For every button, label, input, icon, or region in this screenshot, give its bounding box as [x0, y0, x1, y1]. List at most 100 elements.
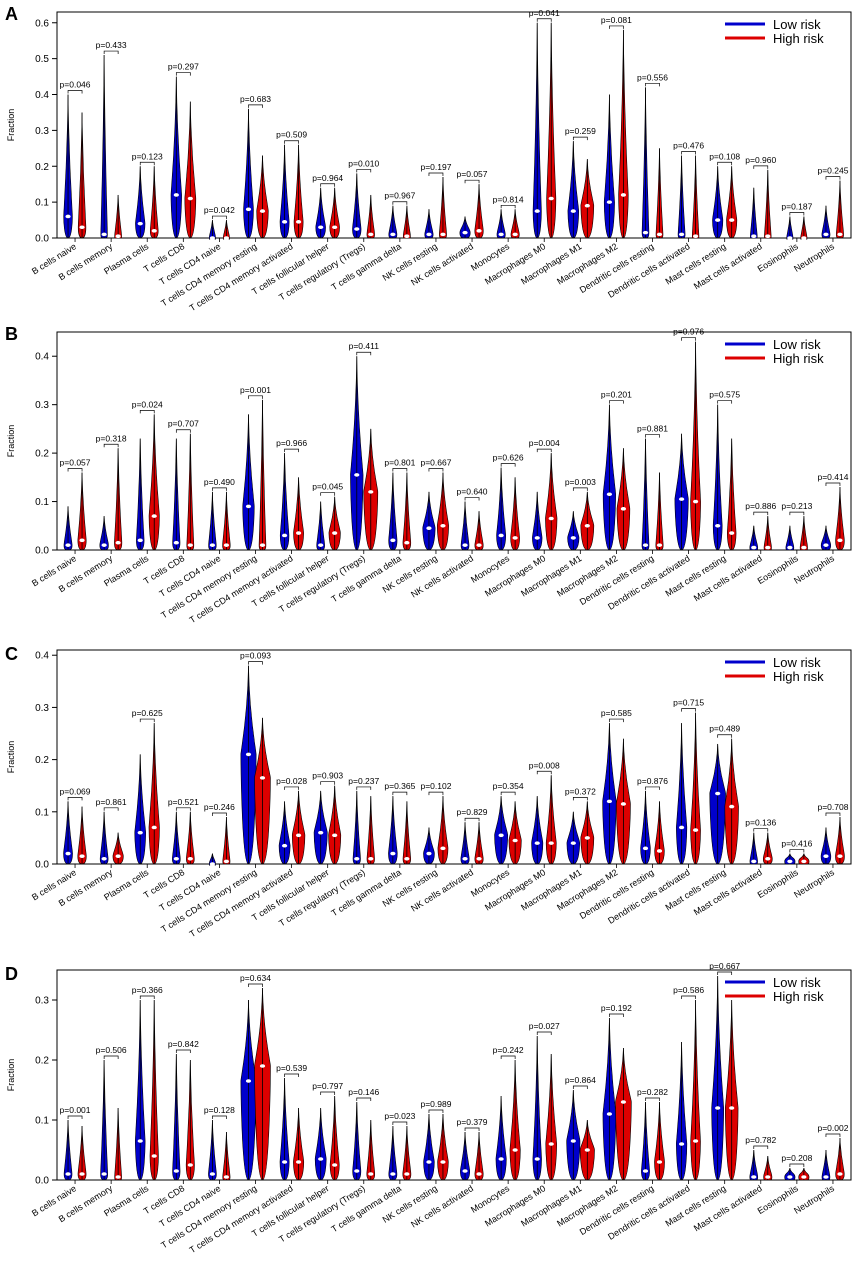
median-dot	[765, 1175, 771, 1179]
y-tick-label: 0.2	[35, 162, 49, 173]
median-dot	[354, 227, 360, 231]
median-dot	[606, 492, 613, 497]
legend-label: Low risk	[773, 975, 821, 990]
p-value-bracket	[103, 1055, 119, 1059]
y-tick-label: 0.0	[35, 1176, 49, 1187]
p-value-label: p=0.379	[457, 1117, 488, 1127]
p-value-bracket	[789, 1163, 805, 1167]
p-value-label: p=0.004	[529, 438, 560, 448]
p-value-bracket	[500, 1055, 516, 1059]
median-dot	[620, 507, 627, 511]
p-value-label: p=0.960	[745, 155, 776, 165]
p-value-label: p=0.046	[60, 80, 91, 90]
p-value-bracket	[67, 468, 83, 472]
median-dot	[332, 833, 338, 838]
p-value-bracket	[717, 971, 733, 975]
panel-c: C Fraction 0.0 0.1 0.2 0.3 0.4 p=0.069 p=0.861 p=…	[0, 640, 858, 960]
y-tick-label: 0.3	[35, 996, 49, 1007]
p-value-label: p=0.640	[457, 487, 488, 497]
p-value-bracket	[789, 849, 805, 853]
p-value-label: p=0.715	[673, 698, 704, 708]
p-value-label: p=0.667	[420, 457, 451, 467]
y-tick-label: 0.3	[35, 126, 49, 137]
median-dot	[404, 856, 410, 861]
panel-letter: C	[5, 644, 18, 664]
p-value-label: p=0.041	[529, 8, 560, 18]
median-dot	[318, 543, 324, 547]
median-dot	[245, 752, 252, 757]
median-dot	[404, 234, 410, 239]
median-dot	[295, 531, 302, 535]
median-dot	[426, 232, 432, 237]
median-dot	[512, 232, 518, 237]
median-dot	[729, 804, 735, 809]
p-value-label: p=0.081	[601, 15, 632, 25]
p-value-bracket	[825, 1133, 841, 1137]
p-value-label: p=0.001	[240, 385, 271, 395]
median-dot	[787, 1175, 793, 1179]
y-tick-label: 0.3	[35, 400, 49, 411]
median-dot	[79, 854, 85, 858]
p-value-bracket	[428, 468, 444, 472]
median-dot	[390, 851, 396, 856]
p-value-label: p=0.575	[709, 390, 740, 400]
p-value-label: p=0.414	[817, 472, 848, 482]
p-value-bracket	[536, 448, 552, 453]
p-value-bracket	[356, 169, 372, 173]
median-dot	[259, 1064, 266, 1068]
median-dot	[692, 234, 699, 239]
legend-label: High risk	[773, 669, 824, 684]
x-tick-label: Neutrophils	[792, 1183, 836, 1216]
median-dot	[837, 1172, 843, 1176]
median-dot	[223, 236, 230, 240]
legend-label: High risk	[773, 31, 824, 46]
median-dot	[79, 225, 85, 230]
x-tick-label: Macrophages M1	[519, 553, 583, 598]
p-value-bracket	[572, 136, 588, 141]
median-dot	[570, 1139, 576, 1143]
median-dot	[173, 540, 179, 545]
median-dot	[476, 229, 482, 233]
p-value-label: p=0.903	[312, 771, 343, 781]
p-value-bracket	[356, 351, 372, 356]
p-value-bracket	[825, 176, 841, 180]
median-dot	[823, 232, 829, 237]
median-dot	[656, 232, 663, 237]
median-dot	[751, 859, 757, 864]
plot-frame	[56, 969, 852, 1181]
p-value-bracket	[825, 482, 841, 487]
p-value-label: p=0.667	[709, 961, 740, 971]
p-value-label: p=0.634	[240, 973, 271, 983]
p-value-label: p=0.585	[601, 708, 632, 718]
median-dot	[534, 209, 540, 213]
median-dot	[498, 232, 504, 237]
x-tick-label: Macrophages M0	[483, 241, 547, 286]
p-value-bracket	[175, 1049, 191, 1053]
median-dot	[765, 856, 771, 861]
p-value-bracket	[753, 828, 769, 832]
median-dot	[101, 543, 107, 547]
p-value-bracket	[645, 786, 660, 790]
median-dot	[498, 1157, 504, 1161]
p-value-bracket	[464, 1127, 480, 1131]
median-dot	[462, 230, 468, 235]
median-dot	[678, 232, 685, 237]
median-dot	[115, 540, 121, 545]
p-value-label: p=0.861	[96, 797, 127, 807]
p-value-bracket	[536, 770, 552, 775]
median-dot	[498, 533, 504, 538]
p-value-bracket	[392, 791, 408, 796]
p-value-bracket	[500, 791, 516, 796]
p-value-label: p=0.842	[168, 1039, 199, 1049]
y-tick-label: 0.0	[35, 546, 49, 557]
median-dot	[534, 1157, 540, 1161]
median-dot	[751, 545, 757, 550]
median-dot	[187, 1163, 193, 1167]
median-dot	[584, 203, 590, 208]
p-value-label: p=0.318	[96, 433, 127, 443]
median-dot	[548, 1142, 554, 1146]
p-value-label: p=0.045	[312, 482, 343, 492]
median-dot	[173, 856, 179, 861]
p-value-bracket	[392, 201, 408, 205]
y-axis-label: Fraction	[6, 741, 16, 774]
